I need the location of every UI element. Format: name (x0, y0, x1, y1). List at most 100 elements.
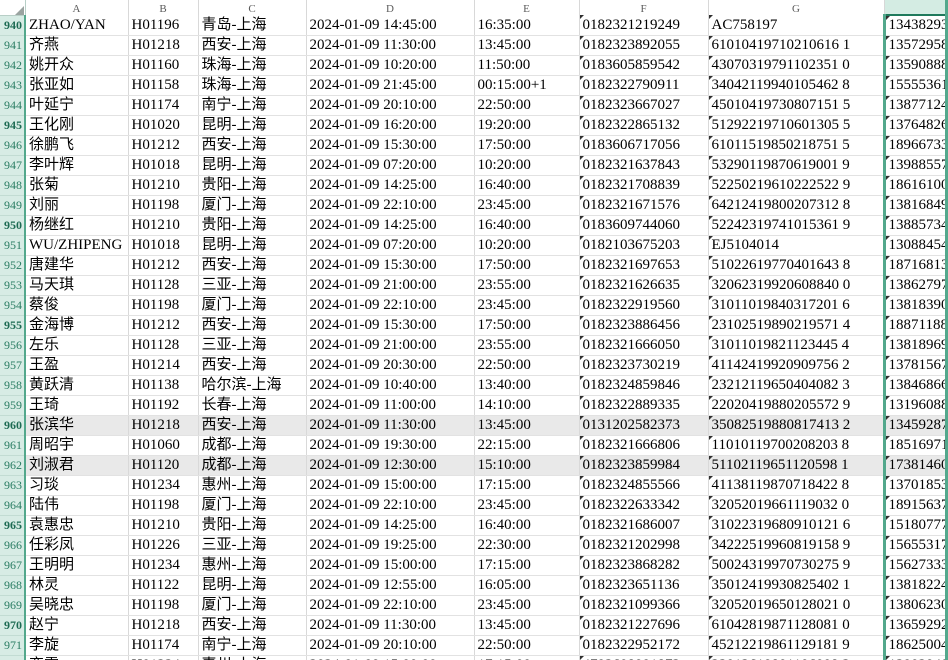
cell-ticket-number[interactable]: 0182321666806 (579, 435, 709, 456)
cell-flight-code[interactable]: H01174 (128, 635, 199, 656)
cell-id-number[interactable]: 23012619801106008 3 (708, 655, 885, 660)
cell-departure-datetime[interactable]: 2024-01-09 16:20:00 (306, 115, 475, 136)
cell-id-number[interactable]: 31011019840317201 6 (708, 295, 885, 316)
cell-route[interactable]: 贵阳-上海 (198, 515, 307, 536)
cell-flight-code[interactable]: H01212 (128, 135, 199, 156)
cell-passenger-name[interactable]: 李旋 (25, 635, 129, 656)
cell-id-number[interactable]: 45010419730807151 5 (708, 95, 885, 116)
cell-ticket-number[interactable]: 0182321637843 (579, 155, 709, 176)
cell-route[interactable]: 南宁-上海 (198, 635, 307, 656)
cell-ticket-number[interactable]: 0182321227696 (579, 615, 709, 636)
cell-ticket-number[interactable]: 0182323868282 (579, 555, 709, 576)
cell-id-number[interactable]: 23102519890219571 4 (708, 315, 885, 336)
cell-phone-number[interactable]: 15180777 (882, 515, 948, 536)
table-row[interactable]: 958 黄跃清 H01138 哈尔滨-上海 2024-01-09 10:40:00 13:… (0, 375, 948, 396)
cell-id-number[interactable]: 52242319741015361 9 (708, 215, 885, 236)
cell-passenger-name[interactable]: 任彩凤 (25, 535, 129, 556)
cell-id-number[interactable]: 61011519850218751 5 (708, 135, 885, 156)
cell-phone-number[interactable]: 13781567 (882, 355, 948, 376)
table-row[interactable]: 969 吴晓忠 H01198 厦门-上海 2024-01-09 22:10:00 23:4… (0, 595, 948, 616)
cell-passenger-name[interactable]: WU/ZHIPENG (25, 235, 129, 256)
cell-phone-number[interactable]: 13659292 (882, 615, 948, 636)
cell-route[interactable]: 昆明-上海 (198, 235, 307, 256)
cell-flight-code[interactable]: H01212 (128, 315, 199, 336)
table-row[interactable]: 943 张亚如 H01158 珠海-上海 2024-01-09 21:45:00 00:1… (0, 75, 948, 96)
table-row[interactable]: 966 任彩凤 H01226 三亚-上海 2024-01-09 19:25:00 22:3… (0, 535, 948, 556)
cell-phone-number[interactable]: 13438293 (882, 15, 948, 36)
cell-route[interactable]: 珠海-上海 (198, 55, 307, 76)
cell-arrival-time[interactable]: 23:45:00 (474, 595, 580, 616)
cell-departure-datetime[interactable]: 2024-01-09 22:10:00 (306, 495, 475, 516)
cell-phone-number[interactable]: 15627333 (882, 555, 948, 576)
cell-ticket-number[interactable]: 0131202582373 (579, 415, 709, 436)
cell-arrival-time[interactable]: 13:45:00 (474, 35, 580, 56)
cell-ticket-number[interactable]: 0182323892055 (579, 35, 709, 56)
cell-id-number[interactable]: 32052019661119032 0 (708, 495, 885, 516)
cell-route[interactable]: 三亚-上海 (198, 535, 307, 556)
cell-phone-number[interactable]: 13459287 (882, 415, 948, 436)
cell-passenger-name[interactable]: 齐燕 (25, 35, 129, 56)
cell-ticket-number[interactable]: 0182321666050 (579, 335, 709, 356)
row-header[interactable]: 947 (0, 155, 26, 176)
cell-flight-code[interactable]: H01198 (128, 195, 199, 216)
row-header[interactable]: 961 (0, 435, 26, 456)
table-row[interactable]: 954 蔡俊 H01198 厦门-上海 2024-01-09 22:10:00 23:45… (0, 295, 948, 316)
row-header[interactable]: 944 (0, 95, 26, 116)
cell-departure-datetime[interactable]: 2024-01-09 11:30:00 (306, 615, 475, 636)
cell-route[interactable]: 青岛-上海 (198, 15, 307, 36)
table-row[interactable]: 942 姚开众 H01160 珠海-上海 2024-01-09 10:20:00 11:5… (0, 55, 948, 76)
table-row[interactable]: 949 刘丽 H01198 厦门-上海 2024-01-09 22:10:00 23:45… (0, 195, 948, 216)
table-row[interactable]: 946 徐鹏飞 H01212 西安-上海 2024-01-09 15:30:00 17:5… (0, 135, 948, 156)
cell-phone-number[interactable]: 13764826 (882, 115, 948, 136)
cell-phone-number[interactable]: 13806230 (882, 595, 948, 616)
cell-departure-datetime[interactable]: 2024-01-09 20:10:00 (306, 95, 475, 116)
row-header[interactable]: 943 (0, 75, 26, 96)
cell-ticket-number[interactable]: 0182323651136 (579, 575, 709, 596)
cell-arrival-time[interactable]: 22:15:00 (474, 435, 580, 456)
cell-flight-code[interactable]: H01060 (128, 435, 199, 456)
cell-arrival-time[interactable]: 16:40:00 (474, 175, 580, 196)
cell-phone-number[interactable]: 13818390 (882, 295, 948, 316)
cell-flight-code[interactable]: H01018 (128, 155, 199, 176)
table-row[interactable]: 944 叶延宁 H01174 南宁-上海 2024-01-09 20:10:00 22:5… (0, 95, 948, 116)
cell-departure-datetime[interactable]: 2024-01-09 10:40:00 (306, 375, 475, 396)
row-header[interactable]: 942 (0, 55, 26, 76)
cell-ticket-number[interactable]: 0182321686007 (579, 515, 709, 536)
table-row[interactable]: 971 李旋 H01174 南宁-上海 2024-01-09 20:10:00 22:50… (0, 635, 948, 656)
cell-passenger-name[interactable]: 王盈 (25, 355, 129, 376)
cell-phone-number[interactable]: 13196088 (882, 395, 948, 416)
cell-departure-datetime[interactable]: 2024-01-09 22:10:00 (306, 295, 475, 316)
cell-route[interactable]: 西安-上海 (198, 135, 307, 156)
cell-departure-datetime[interactable]: 2024-01-09 19:25:00 (306, 535, 475, 556)
table-row[interactable]: 950 杨继红 H01210 贵阳-上海 2024-01-09 14:25:00 16:4… (0, 215, 948, 236)
row-header[interactable]: 972 (0, 655, 26, 660)
column-header-e[interactable]: E (474, 0, 580, 15)
cell-id-number[interactable]: 50024319970730275 9 (708, 555, 885, 576)
cell-arrival-time[interactable]: 23:55:00 (474, 275, 580, 296)
cell-flight-code[interactable]: H01018 (128, 235, 199, 256)
cell-departure-datetime[interactable]: 2024-01-09 14:25:00 (306, 175, 475, 196)
cell-passenger-name[interactable]: 金海博 (25, 315, 129, 336)
cell-phone-number[interactable]: 13590888 (882, 55, 948, 76)
cell-flight-code[interactable]: H01210 (128, 175, 199, 196)
row-header[interactable]: 952 (0, 255, 26, 276)
cell-passenger-name[interactable]: 刘淑君 (25, 455, 129, 476)
cell-phone-number[interactable]: 18625004 (882, 635, 948, 656)
cell-passenger-name[interactable]: 袁惠忠 (25, 515, 129, 536)
cell-arrival-time[interactable]: 23:45:00 (474, 495, 580, 516)
cell-arrival-time[interactable]: 15:10:00 (474, 455, 580, 476)
table-row[interactable]: 948 张菊 H01210 贵阳-上海 2024-01-09 14:25:00 16:40… (0, 175, 948, 196)
cell-arrival-time[interactable]: 16:40:00 (474, 515, 580, 536)
cell-flight-code[interactable]: H01160 (128, 55, 199, 76)
row-header[interactable]: 940 (0, 15, 26, 36)
cell-flight-code[interactable]: H01198 (128, 295, 199, 316)
cell-ticket-number[interactable]: 0182322889335 (579, 395, 709, 416)
cell-flight-code[interactable]: H01158 (128, 75, 199, 96)
cell-ticket-number[interactable]: 0182324859846 (579, 375, 709, 396)
cell-passenger-name[interactable]: 刘丽 (25, 195, 129, 216)
cell-route[interactable]: 厦门-上海 (198, 195, 307, 216)
row-header[interactable]: 962 (0, 455, 26, 476)
row-header[interactable]: 967 (0, 555, 26, 576)
row-header[interactable]: 953 (0, 275, 26, 296)
row-header[interactable]: 945 (0, 115, 26, 136)
